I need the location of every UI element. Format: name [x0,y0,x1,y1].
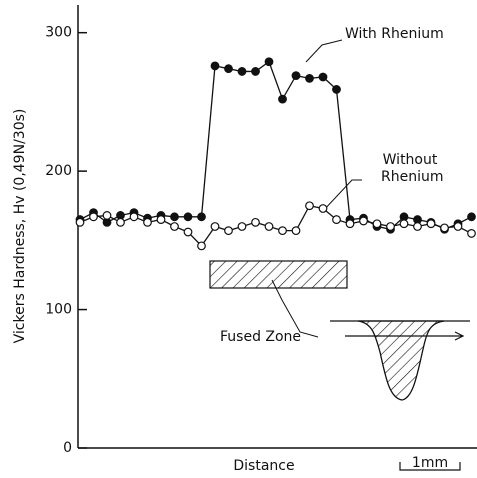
data-point [210,61,220,71]
data-point [116,217,125,227]
data-point [183,227,193,237]
data-point [197,212,206,222]
data-point [467,229,476,238]
data-point [210,222,220,231]
data-point [197,241,206,251]
data-point [264,222,274,231]
y-axis-label: Vickers Hardness, Hv (0,49N/30s) [12,109,28,344]
data-point [183,212,193,222]
leader-line [305,39,343,63]
y-tick-label: 100 [45,302,72,318]
data-point [291,226,301,236]
y-tick-label: 300 [45,25,72,41]
data-point [170,212,179,222]
y-tick-label: 0 [63,440,72,456]
data-point [318,72,328,82]
data-point [305,201,314,211]
data-point [129,212,139,222]
data-point [453,222,463,231]
data-point [224,226,233,236]
data-point [251,217,260,227]
data-point [264,57,274,67]
leader-line [271,279,319,338]
data-point [237,222,247,231]
data-point [332,85,341,94]
data-point [372,219,382,229]
x-axis-label: Distance [233,458,294,474]
data-point [156,215,166,224]
data-point [102,211,112,220]
data-point [170,222,179,231]
y-tick-label: 200 [45,163,72,179]
data-point [318,204,328,213]
weld-cross-section [357,320,445,401]
data-point [278,94,287,104]
data-point [291,71,301,81]
data-point [440,223,449,233]
data-point [237,67,247,76]
data-point [278,226,287,236]
data-point [386,222,395,231]
data-point [467,212,476,222]
series-line [79,205,472,247]
data-point [413,222,422,231]
data-point [89,212,98,222]
data-point [426,219,436,229]
data-point [399,219,409,229]
leader-line [321,179,362,213]
data-point [224,64,233,74]
annotation: Fused Zone [220,329,301,345]
fused-zone-box [209,260,348,289]
series-label: Without Rhenium [377,152,444,185]
data-point [143,217,152,227]
series-label: With Rhenium [345,26,444,42]
data-point [345,219,355,229]
scale-bar-label: 1mm [412,455,448,471]
data-point [251,67,260,76]
scale-bar [399,462,461,471]
data-point [359,216,368,226]
data-point [305,73,314,83]
data-point [75,217,85,227]
data-point [332,215,341,224]
series-line [79,60,472,230]
